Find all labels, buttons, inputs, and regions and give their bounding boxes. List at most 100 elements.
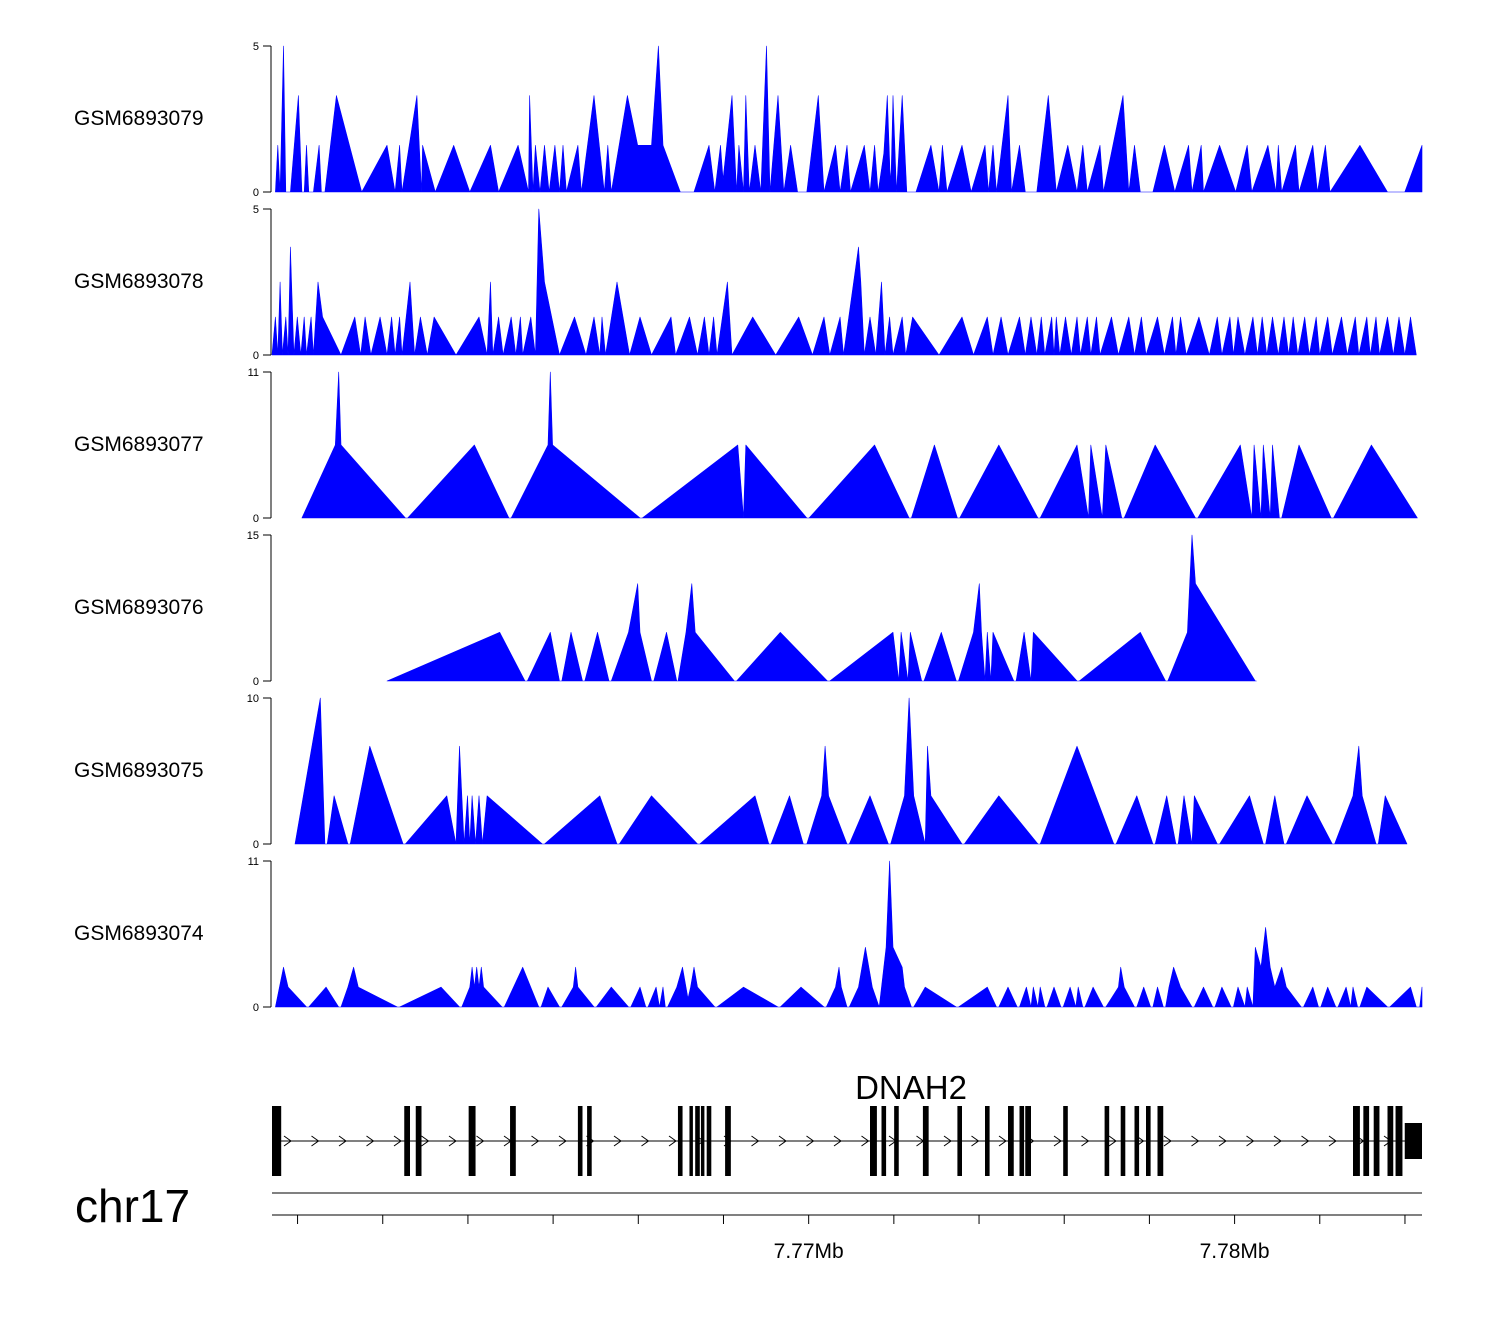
strand-arrow [806, 1135, 815, 1147]
exon [415, 1106, 422, 1176]
strand-arrow [366, 1135, 375, 1147]
exon [1008, 1106, 1014, 1176]
strand-arrow [311, 1135, 320, 1147]
strand-arrow [861, 1135, 870, 1147]
exon [1404, 1123, 1422, 1159]
strand-arrow [998, 1135, 1007, 1147]
strand-arrow [421, 1135, 430, 1147]
strand-arrow [751, 1135, 760, 1147]
strand-arrow [1273, 1135, 1282, 1147]
exon [677, 1106, 683, 1176]
coverage-area [301, 371, 1418, 519]
strand-arrow [338, 1135, 347, 1147]
strand-arrow [558, 1135, 567, 1147]
y-max-label: 5 [253, 204, 259, 216]
track-label: GSM6893078 [74, 270, 204, 293]
strand-arrow [1246, 1135, 1255, 1147]
exon [689, 1106, 693, 1176]
strand-arrow [1301, 1135, 1310, 1147]
strand-arrow [778, 1135, 787, 1147]
y-min-label: 0 [253, 1002, 259, 1014]
exon [468, 1106, 476, 1176]
y-min-label: 0 [253, 187, 259, 199]
strand-arrow [943, 1135, 952, 1147]
coverage-area [271, 208, 1417, 356]
track-GSM6893077: GSM6893077 11 0 [74, 367, 1418, 525]
strand-arrow [531, 1135, 540, 1147]
exon [894, 1106, 899, 1176]
exon [870, 1106, 877, 1176]
y-min-label: 0 [253, 513, 259, 525]
strand-arrow [668, 1135, 677, 1147]
exon [1363, 1106, 1370, 1176]
strand-arrow [613, 1135, 622, 1147]
exon [922, 1106, 929, 1176]
coverage-area [275, 860, 1423, 1008]
track-label: GSM6893077 [74, 433, 204, 456]
y-max-label: 11 [248, 856, 259, 868]
exon [587, 1106, 592, 1176]
coverage-area [386, 534, 1257, 682]
strand-arrow [1081, 1135, 1090, 1147]
track-label: GSM6893075 [74, 759, 204, 782]
track-label: GSM6893074 [74, 922, 204, 945]
coverage-area [275, 45, 1423, 193]
chromosome-label: chr17 [75, 1180, 190, 1232]
exon [1134, 1106, 1140, 1176]
coverage-tracks: GSM689307950GSM689307850GSM6893077110GSM… [74, 41, 1423, 1014]
exon [510, 1106, 516, 1176]
y-min-label: 0 [253, 676, 259, 688]
exon [881, 1106, 887, 1176]
strand-arrow [1328, 1135, 1337, 1147]
exon [725, 1106, 731, 1176]
strand-arrow [641, 1135, 650, 1147]
exon [1353, 1106, 1360, 1176]
y-min-label: 0 [253, 350, 259, 362]
exon [1120, 1106, 1126, 1176]
strand-arrow [476, 1135, 485, 1147]
exon [272, 1106, 282, 1176]
track-GSM6893079: GSM6893079 5 0 [74, 41, 1423, 199]
strand-arrow [1191, 1135, 1200, 1147]
exon [695, 1106, 700, 1176]
strand-arrow [1053, 1135, 1062, 1147]
strand-arrow [283, 1135, 292, 1147]
axis-tick-label: 7.78Mb [1200, 1240, 1270, 1263]
exon [957, 1106, 962, 1176]
exon [1063, 1106, 1068, 1176]
y-min-label: 0 [253, 839, 259, 851]
track-label: GSM6893076 [74, 596, 204, 619]
y-max-label: 5 [253, 41, 259, 53]
exon [577, 1106, 583, 1176]
track-GSM6893078: GSM6893078 5 0 [74, 204, 1417, 362]
exon [1019, 1106, 1025, 1176]
strand-arrow [1163, 1135, 1172, 1147]
y-max-label: 10 [247, 693, 259, 705]
strand-arrow [393, 1135, 402, 1147]
strand-arrow [833, 1135, 842, 1147]
exon [1157, 1106, 1164, 1176]
strand-arrow [448, 1135, 457, 1147]
y-max-label: 11 [248, 367, 259, 379]
exon [1146, 1106, 1151, 1176]
exon [1025, 1106, 1031, 1176]
track-label: GSM6893079 [74, 107, 204, 130]
exon [1104, 1106, 1110, 1176]
exon [985, 1106, 990, 1176]
gene-track: DNAH2 [272, 1069, 1422, 1176]
gene-name: DNAH2 [855, 1069, 967, 1106]
exon [1387, 1106, 1394, 1176]
strand-arrow [1218, 1135, 1227, 1147]
strand-arrow [1108, 1135, 1117, 1147]
axis-tick-label: 7.77Mb [774, 1240, 844, 1263]
y-max-label: 15 [247, 530, 259, 542]
track-GSM6893075: GSM6893075 10 0 [74, 693, 1408, 851]
exon [706, 1106, 712, 1176]
exon [1395, 1106, 1403, 1176]
exon [404, 1106, 410, 1176]
coverage-area [294, 697, 1408, 845]
exon [700, 1106, 705, 1176]
track-GSM6893076: GSM6893076 15 0 [74, 530, 1257, 688]
genome-axis: 7.77Mb 7.78Mb [272, 1192, 1422, 1263]
